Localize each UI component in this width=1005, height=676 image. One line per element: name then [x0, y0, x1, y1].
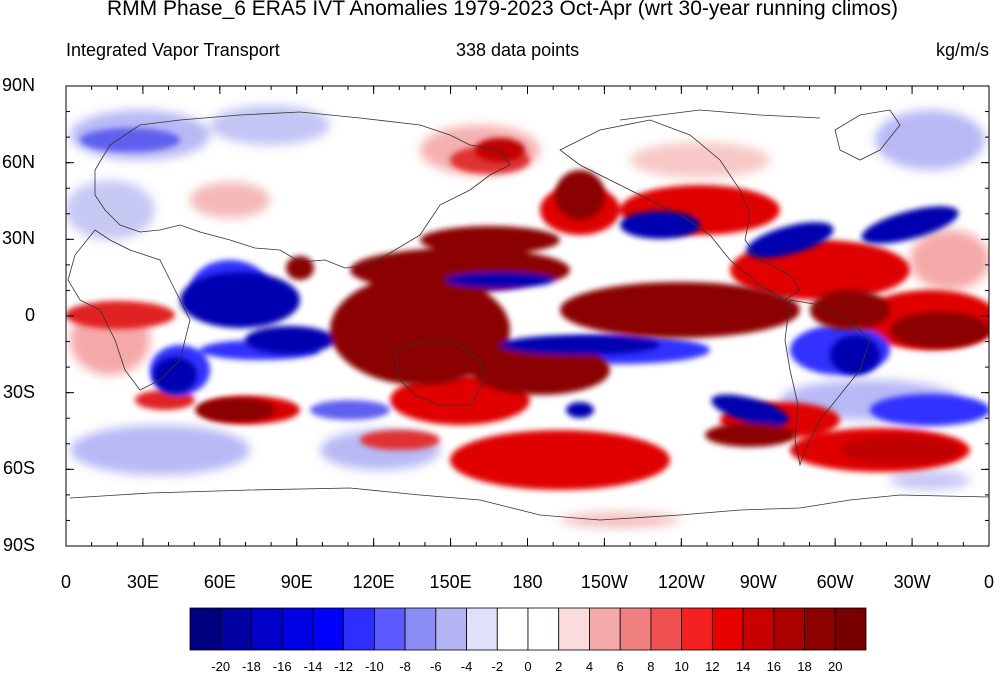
colorbar-swatch	[435, 607, 467, 651]
colorbar-label: -2	[491, 659, 504, 674]
colorbar-swatch	[804, 607, 836, 651]
colorbar-swatch	[220, 607, 252, 651]
axis-ticks	[65, 85, 990, 547]
colorbar-label: 2	[555, 659, 563, 674]
colorbar-swatch	[711, 607, 744, 651]
x-tick-label: 180	[512, 572, 543, 592]
map-title: RMM Phase_6 ERA5 IVT Anomalies 1979-2023…	[107, 0, 898, 20]
colorbar-label: 10	[674, 659, 689, 674]
colorbar-label: 0	[524, 659, 532, 674]
colorbar-label: -4	[460, 659, 473, 674]
x-tick-label: 0	[983, 572, 995, 592]
colorbar-label: -18	[242, 659, 261, 674]
colorbar-label: 14	[735, 659, 751, 674]
x-tick-label: 30E	[126, 572, 159, 592]
colorbar-label: 16	[766, 659, 782, 674]
colorbar-label: 18	[797, 659, 812, 674]
colorbar-label: -20	[211, 659, 231, 674]
colorbar-label: 6	[616, 659, 624, 674]
colorbar-swatch	[281, 607, 314, 651]
x-tick-label: 120W	[657, 572, 705, 592]
colorbar-label: -8	[399, 659, 411, 674]
y-tick-label: 30N	[1, 228, 35, 249]
x-tick-label: 150E	[429, 572, 472, 592]
colorbar-swatch	[589, 607, 621, 651]
weak-anomaly-layer	[66, 105, 989, 528]
colorbar-swatch	[251, 607, 283, 651]
center-subtitle: 338 data points	[456, 40, 580, 60]
colorbar-swatch	[312, 607, 345, 651]
colorbar-swatch	[404, 607, 437, 651]
colorbar-swatch	[466, 607, 498, 651]
anomaly-field	[66, 86, 989, 546]
colorbar-swatch	[558, 607, 590, 651]
y-tick-label: 60S	[2, 458, 35, 479]
strong-anomaly-layer	[153, 138, 989, 464]
colorbar-swatch	[343, 607, 375, 651]
colorbar-swatch	[373, 607, 406, 651]
colorbar-label: 4	[585, 659, 594, 674]
colorbar-label: 20	[828, 659, 843, 674]
x-tick-label: 150W	[580, 572, 628, 592]
y-tick-label: 90N	[1, 75, 35, 95]
colorbar-swatch	[681, 607, 713, 651]
colorbar-swatch	[189, 607, 222, 651]
colorbar-swatch	[742, 607, 775, 651]
y-tick-label: 30S	[2, 381, 35, 402]
y-tick-label: 90S	[2, 535, 35, 555]
x-tick-label: 120E	[352, 572, 395, 592]
y-tick-label: 60N	[1, 151, 35, 172]
colorbar-swatch	[650, 607, 683, 651]
left-subtitle: Integrated Vapor Transport	[66, 40, 280, 60]
colorbar-swatch	[834, 607, 867, 651]
colorbar-swatch	[619, 607, 652, 651]
colorbar-label: 12	[705, 659, 720, 674]
x-tick-label: 60E	[203, 572, 236, 592]
colorbar-label: -6	[430, 659, 442, 674]
colorbar	[189, 607, 867, 651]
x-tick-label: 90E	[280, 572, 313, 592]
y-tick-label: 0	[24, 305, 35, 325]
units-label: kg/m/s	[935, 40, 989, 60]
x-tick-label: 90W	[739, 572, 777, 592]
colorbar-label: -14	[303, 659, 323, 674]
x-tick-label: 60W	[816, 572, 854, 592]
colorbar-label: -16	[272, 659, 292, 674]
x-tick-label: 0	[60, 572, 72, 592]
coastlines	[67, 109, 989, 521]
colorbar-swatch	[773, 607, 805, 651]
colorbar-label: -12	[334, 659, 354, 674]
colorbar-swatch	[496, 607, 529, 651]
colorbar-label: 8	[647, 659, 655, 674]
colorbar-swatch	[527, 607, 560, 651]
colorbar-label: -10	[364, 659, 384, 674]
x-tick-label: 30W	[893, 572, 931, 592]
